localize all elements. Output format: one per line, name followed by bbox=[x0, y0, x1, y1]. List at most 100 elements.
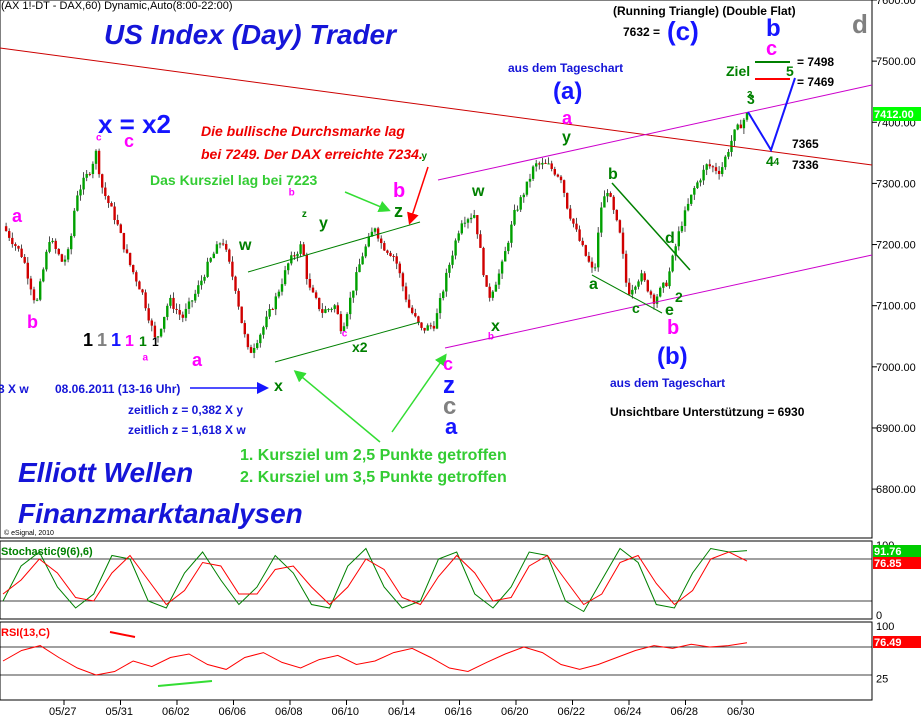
price-axis: 7600.007500.007400.007300.007200.007100.… bbox=[872, 0, 916, 496]
time-note-1: zeitlich z = 0,382 X y bbox=[128, 403, 243, 417]
candle-body bbox=[593, 267, 597, 269]
projection-path bbox=[747, 77, 796, 153]
candle-body bbox=[460, 223, 463, 234]
wave-label-xx2: x = x2 bbox=[98, 109, 171, 139]
candle-body bbox=[476, 215, 479, 235]
candle-body bbox=[634, 286, 637, 290]
candle-body bbox=[500, 261, 504, 274]
candle-body bbox=[702, 169, 705, 181]
candle-body bbox=[631, 289, 634, 295]
candle-body bbox=[305, 255, 308, 279]
price-tick-label: 6800.00 bbox=[876, 484, 916, 496]
candle-body bbox=[404, 286, 408, 300]
candle-body bbox=[637, 281, 640, 287]
candle-body bbox=[504, 251, 507, 262]
candle-body bbox=[20, 248, 23, 258]
x-tick-label: 06/06 bbox=[219, 706, 247, 718]
candle-body bbox=[79, 189, 82, 196]
osc-tick-label: 25 bbox=[876, 674, 888, 686]
wave-label-c-3: c bbox=[443, 393, 456, 420]
stoch-d-box bbox=[873, 557, 921, 569]
candle-body bbox=[373, 228, 377, 232]
candle-body bbox=[414, 313, 417, 317]
candle-body bbox=[8, 231, 11, 238]
candle-body bbox=[66, 249, 70, 260]
wave-label-c-1: c bbox=[124, 131, 134, 151]
candle-body bbox=[256, 343, 259, 348]
candle-body bbox=[575, 223, 578, 230]
candle-body bbox=[370, 231, 374, 237]
candle-body bbox=[649, 291, 653, 295]
candle-body bbox=[249, 347, 253, 353]
candle-body bbox=[671, 255, 674, 272]
candle-body bbox=[274, 296, 277, 310]
candle-body bbox=[407, 299, 411, 308]
degree-1-black: 1 bbox=[83, 330, 93, 350]
time-note-2: zeitlich z = 1,618 X w bbox=[128, 423, 246, 437]
candle-body bbox=[510, 224, 513, 243]
wave-label-wave-a: (a) bbox=[553, 78, 582, 105]
candle-body bbox=[141, 289, 144, 293]
footer-line-1: Elliott Wellen bbox=[18, 457, 193, 488]
candle-body bbox=[398, 263, 401, 274]
candle-body bbox=[314, 292, 318, 298]
candle-body bbox=[411, 307, 414, 314]
wave-label-b-5: b bbox=[766, 15, 781, 42]
symbol-line: (AX 1!-DT - DAX,60) Dynamic,Auto(8:00-22… bbox=[1, 0, 233, 12]
candle-body bbox=[29, 278, 33, 290]
candle-body bbox=[733, 129, 736, 141]
candle-body bbox=[336, 305, 339, 315]
wave-annotation: a bbox=[143, 353, 149, 364]
candle-body bbox=[497, 273, 501, 285]
wave-b-line bbox=[611, 182, 691, 271]
candle-body bbox=[686, 203, 690, 211]
candle-body bbox=[172, 297, 175, 309]
candle-body bbox=[349, 297, 352, 315]
rsi-box bbox=[873, 636, 921, 648]
candle-body bbox=[541, 162, 544, 165]
candle-body bbox=[683, 210, 687, 226]
ziel-lower: = 7469 bbox=[797, 75, 834, 89]
candle-body bbox=[101, 174, 104, 188]
candle-body bbox=[466, 219, 470, 223]
candle-body bbox=[268, 308, 271, 317]
candle-body bbox=[283, 270, 287, 285]
wave-label-y-1: y bbox=[319, 215, 328, 232]
candle-body bbox=[621, 232, 625, 254]
hit-arrow-right bbox=[391, 353, 447, 433]
candle-body bbox=[194, 293, 197, 301]
candle-body bbox=[553, 168, 556, 175]
candle-body bbox=[618, 220, 622, 233]
candle-body bbox=[42, 269, 45, 282]
candle-body bbox=[339, 314, 343, 332]
candle-body bbox=[668, 271, 671, 287]
candle-body bbox=[364, 246, 367, 257]
candle-body bbox=[14, 244, 17, 246]
candle-body bbox=[643, 273, 646, 281]
candle-body bbox=[736, 124, 739, 130]
candle-body bbox=[739, 124, 742, 129]
candle-body bbox=[562, 180, 566, 193]
candle-body bbox=[287, 263, 290, 271]
candle-body bbox=[218, 243, 222, 245]
candle-body bbox=[457, 233, 460, 241]
candle-body bbox=[175, 308, 178, 310]
candle-body bbox=[600, 207, 603, 233]
candle-body bbox=[665, 282, 668, 287]
candle-body bbox=[159, 328, 163, 337]
candle-body bbox=[107, 196, 110, 204]
candle-body bbox=[234, 276, 237, 291]
candle-body bbox=[166, 305, 169, 317]
wave-label-4: 4 bbox=[766, 153, 774, 169]
candle-body bbox=[231, 261, 234, 277]
wave-label-b-2: b bbox=[393, 180, 405, 202]
candle-body bbox=[597, 232, 600, 268]
candle-body bbox=[169, 297, 172, 306]
candle-body bbox=[225, 243, 228, 250]
x-tick-label: 05/27 bbox=[49, 706, 77, 718]
osc-series-rsi bbox=[2, 642, 748, 676]
wave-annotation: c bbox=[342, 328, 348, 339]
x-tick-label: 06/22 bbox=[558, 706, 586, 718]
candle-body bbox=[190, 300, 194, 302]
